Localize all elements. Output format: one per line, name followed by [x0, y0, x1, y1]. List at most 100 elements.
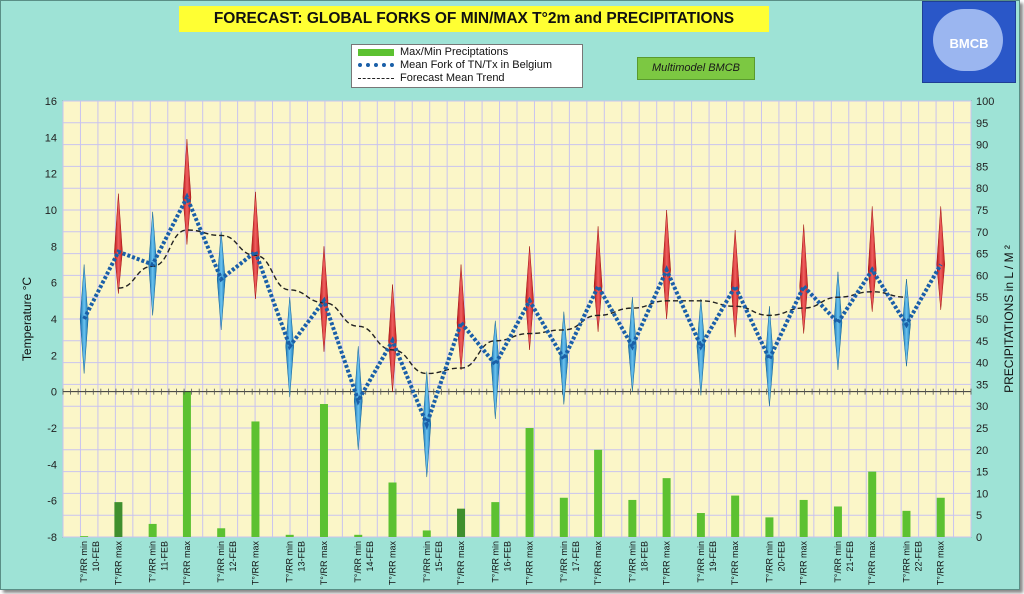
x-tick-label: T°/RR min: [353, 541, 363, 583]
x-tick-label: T°/RR max: [730, 541, 740, 586]
x-tick-label: T°/RR min: [833, 541, 843, 583]
precip-bar: [422, 530, 431, 537]
legend-dotted-swatch: [356, 59, 396, 72]
y2-tick-label: 25: [976, 423, 988, 435]
precip-bar: [148, 523, 157, 537]
precip-bar: [765, 517, 774, 537]
precip-bar: [114, 502, 123, 537]
precip-bar: [902, 510, 911, 537]
x-date-label: 22-FEB: [913, 541, 923, 572]
y-axis-left: -8 -6 -4 -2 0 2 4 6 8 10 12 14 16: [45, 96, 57, 544]
x-tick-label: T°/RR min: [901, 541, 911, 583]
x-tick-label: T°/RR max: [525, 541, 535, 586]
y2-tick-label: 55: [976, 292, 988, 304]
x-date-label: 19-FEB: [708, 541, 718, 572]
y-tick-label: -6: [47, 496, 57, 508]
legend-item-trend: Forecast Mean Trend: [356, 72, 580, 85]
x-tick-label: T°/RR min: [216, 541, 226, 583]
x-tick-label: T°/RR max: [250, 541, 260, 586]
precip-bar: [388, 482, 397, 537]
y2-axis-label: PRECIPITATIONS in L / M ²: [1002, 245, 1016, 393]
x-axis: T°/RR min 10-FEB T°/RR max T°/RR min 11-FEB T…: [79, 541, 946, 586]
x-date-label: 15-FEB: [434, 541, 444, 572]
x-tick-label: T°/RR min: [79, 541, 89, 583]
y-tick-label: -2: [47, 423, 57, 435]
legend-item-precipitation: Max/Min Preciptations: [356, 46, 580, 59]
x-tick-label: T°/RR max: [319, 541, 329, 586]
y2-tick-label: 20: [976, 445, 988, 457]
x-tick-label: T°/RR max: [936, 541, 946, 586]
y2-tick-label: 0: [976, 532, 982, 544]
legend-bar-swatch: [356, 46, 396, 59]
precip-bar: [251, 421, 260, 537]
legend-dashed-swatch: [356, 72, 396, 85]
grid: [62, 100, 972, 538]
y2-tick-label: 60: [976, 270, 988, 282]
precip-bar: [868, 471, 877, 537]
max-fork-spike: [251, 191, 260, 300]
legend: Max/Min Preciptations Mean Fork of TN/Tx…: [351, 44, 583, 88]
y2-tick-label: 45: [976, 336, 988, 348]
series-lines: [82, 192, 943, 431]
max-fork-spike: [799, 224, 808, 334]
y2-tick-label: 70: [976, 227, 988, 239]
y2-tick-label: 15: [976, 467, 988, 479]
x-date-label: 13-FEB: [297, 541, 307, 572]
x-date-label: 10-FEB: [91, 541, 101, 572]
x-date-label: 12-FEB: [228, 541, 238, 572]
y-tick-label: 12: [45, 169, 57, 181]
precip-bar: [285, 534, 294, 537]
precip-bar: [80, 536, 89, 537]
x-tick-label: T°/RR min: [627, 541, 637, 583]
belgium-map-icon: [933, 9, 1003, 71]
precip-bar: [662, 478, 671, 537]
trend-line: [118, 229, 907, 375]
precip-bar: [628, 499, 637, 537]
temperature-forks: [79, 139, 945, 478]
precip-bar: [559, 497, 568, 537]
y2-tick-label: 95: [976, 118, 988, 130]
max-fork-spike: [867, 206, 877, 312]
logo-label: BMCB: [949, 36, 989, 51]
x-tick-label: T°/RR max: [113, 541, 123, 586]
y2-tick-label: 5: [976, 510, 982, 522]
y2-tick-label: 10: [976, 488, 988, 500]
precipitation-bars: [80, 390, 945, 537]
x-date-label: 21-FEB: [845, 541, 855, 572]
precip-bar: [525, 428, 534, 537]
max-fork-spike: [593, 226, 603, 332]
x-date-label: 20-FEB: [776, 541, 786, 572]
x-tick-label: T°/RR min: [148, 541, 158, 583]
precip-bar: [354, 534, 363, 537]
y-tick-label: 4: [51, 314, 57, 326]
x-tick-label: T°/RR max: [799, 541, 809, 586]
precip-bar: [457, 508, 466, 537]
x-tick-label: T°/RR min: [696, 541, 706, 583]
y-tick-label: -4: [47, 459, 57, 471]
x-tick-label: T°/RR max: [182, 541, 192, 586]
y2-tick-label: 65: [976, 249, 988, 261]
y-tick-label: 6: [51, 278, 57, 290]
bmcb-logo: BMCB: [922, 1, 1016, 83]
y2-tick-label: 85: [976, 161, 988, 173]
y2-tick-label: 100: [976, 96, 994, 108]
precip-bar: [799, 499, 808, 537]
x-tick-label: T°/RR min: [422, 541, 432, 583]
precip-bar: [319, 404, 328, 537]
y-tick-label: -8: [47, 532, 57, 544]
precip-bar: [833, 506, 842, 537]
x-tick-label: T°/RR min: [490, 541, 500, 583]
max-fork-spike: [182, 139, 192, 245]
max-fork-spike: [114, 193, 123, 294]
precip-bar: [936, 497, 945, 537]
mean-fork-line: [82, 192, 943, 431]
zero-axis: [62, 388, 972, 395]
precip-bar: [731, 495, 740, 537]
y-tick-label: 2: [51, 350, 57, 362]
y2-tick-label: 40: [976, 358, 988, 370]
legend-label-precipitation: Max/Min Preciptations: [400, 46, 509, 58]
legend-label-trend: Forecast Mean Trend: [400, 72, 505, 84]
y2-tick-label: 50: [976, 314, 988, 326]
